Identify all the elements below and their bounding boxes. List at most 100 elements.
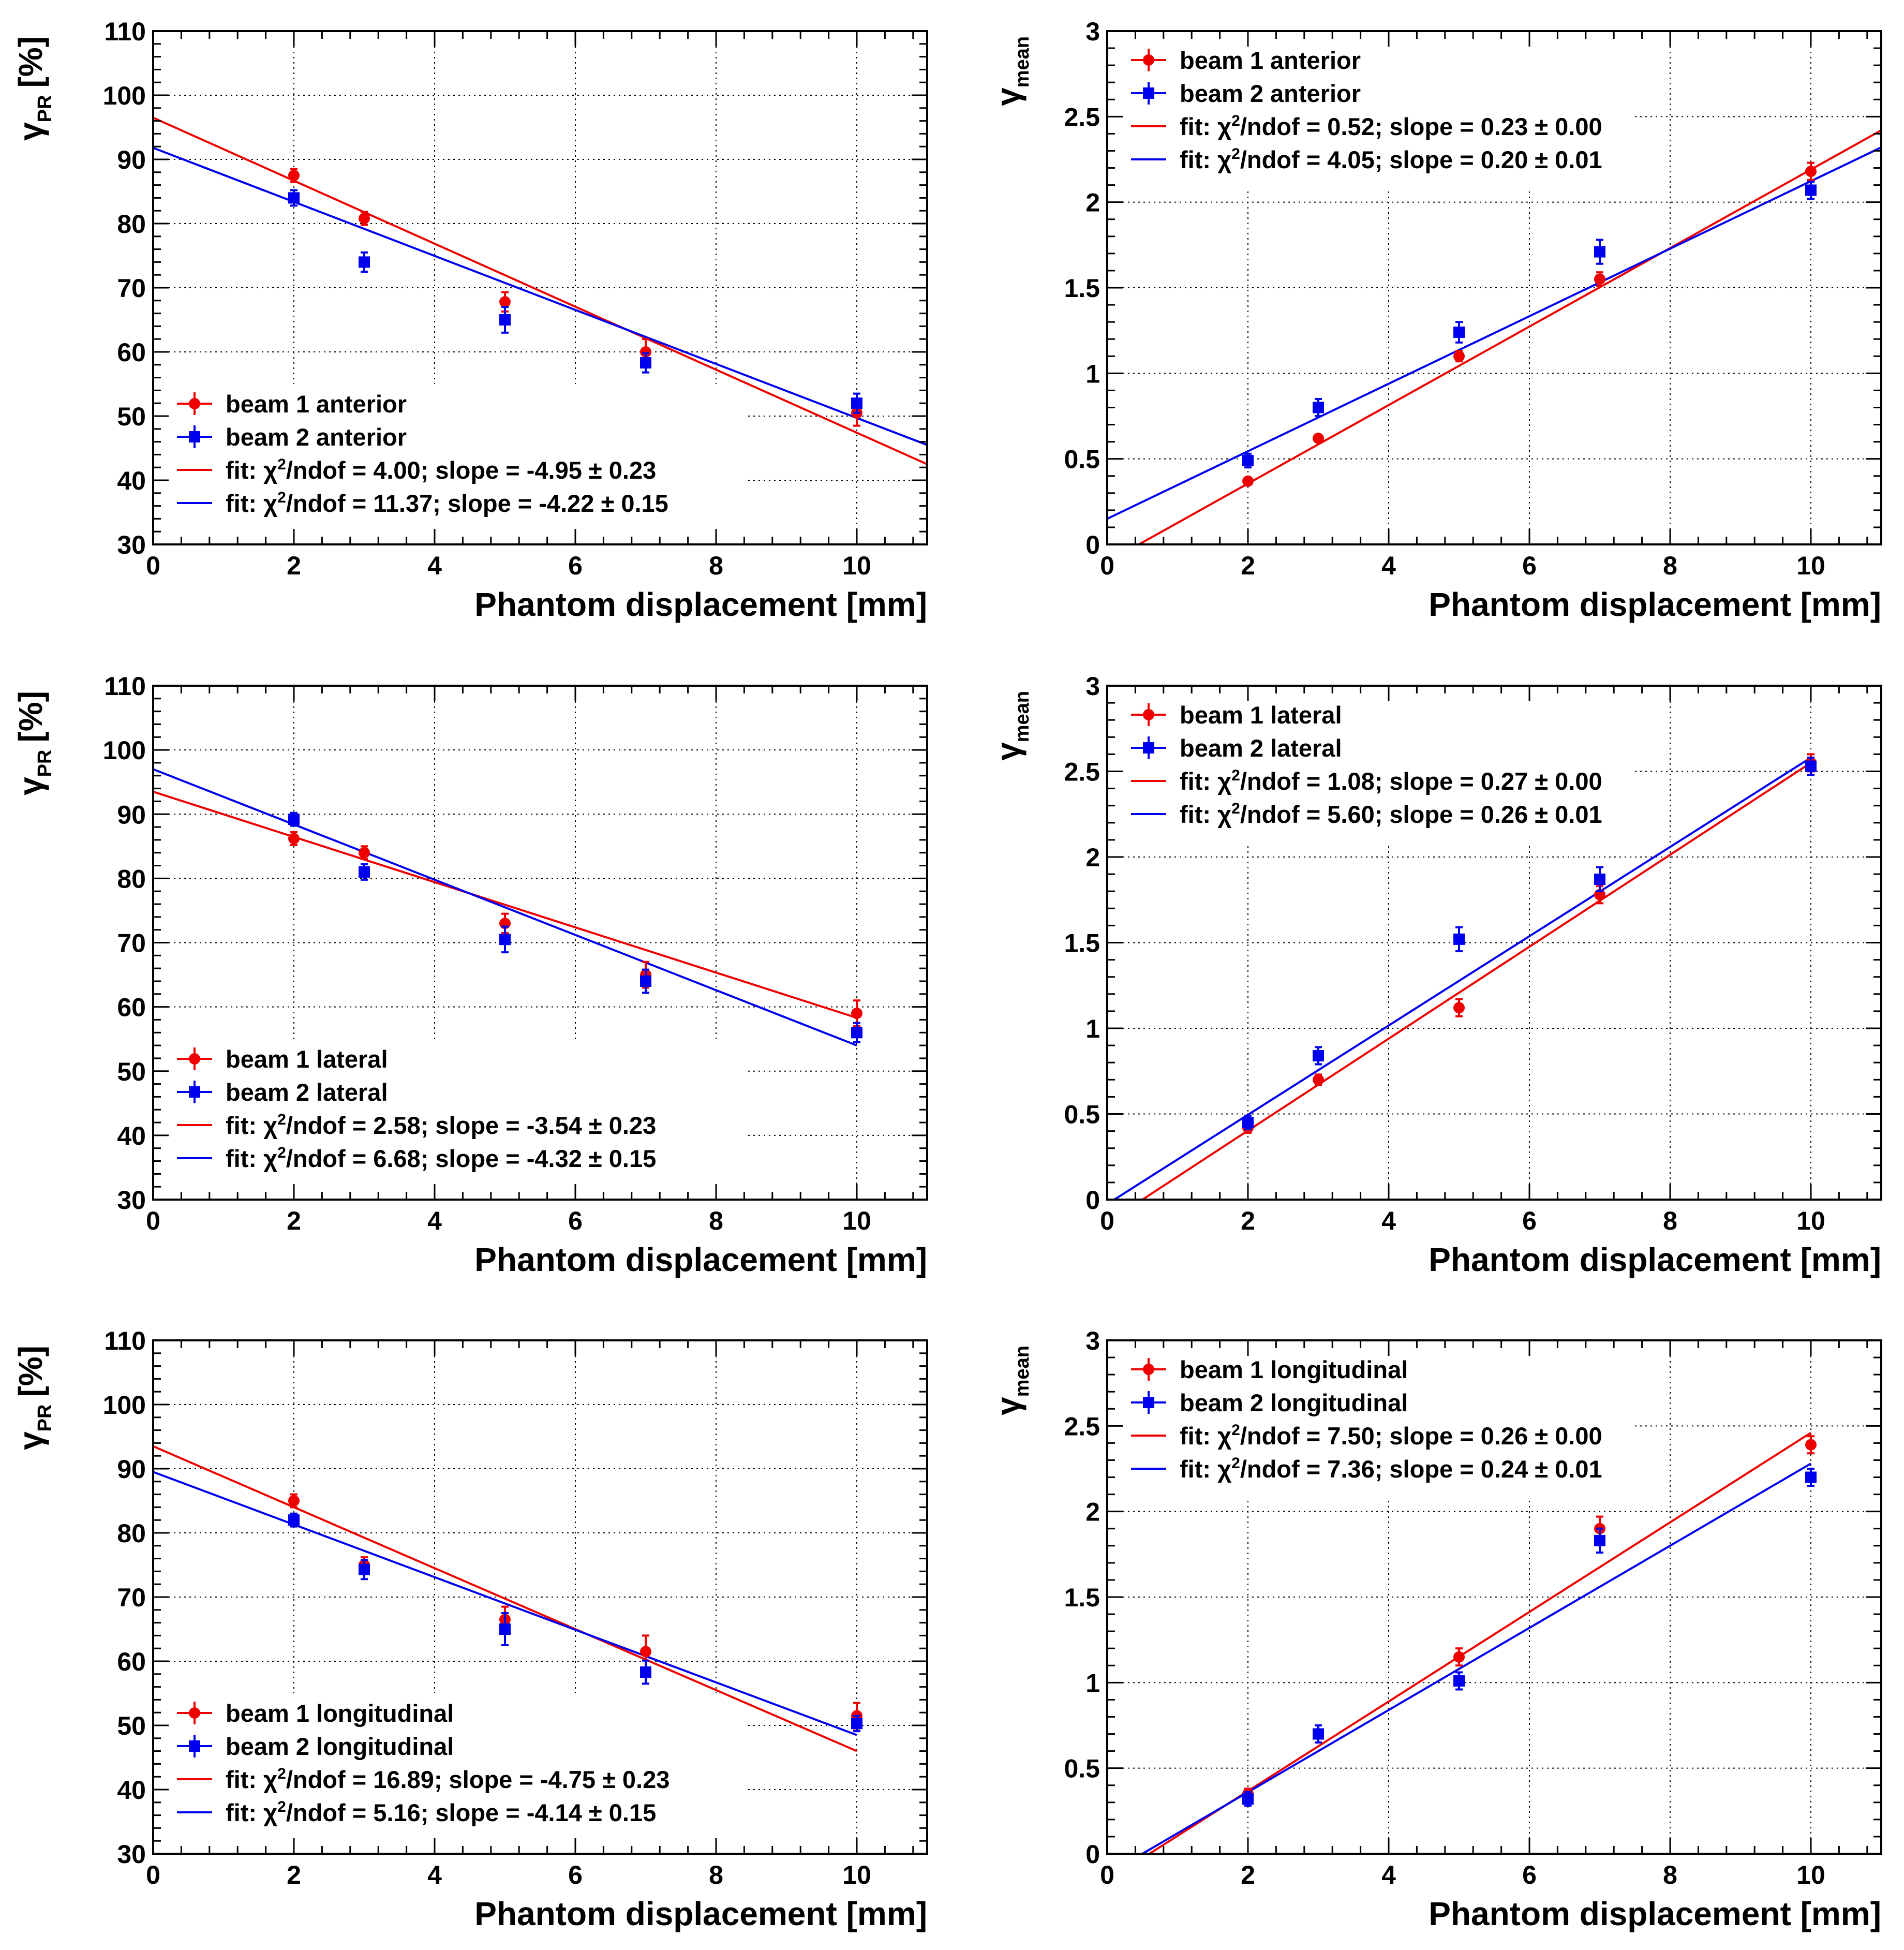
legend-label: beam 1 longitudinal <box>1180 1356 1408 1383</box>
marker-circle <box>1313 432 1324 444</box>
marker-square <box>288 814 300 825</box>
data-point <box>1805 1435 1817 1455</box>
y-ticks <box>153 1339 927 1855</box>
y-title-unit: [%] <box>12 1346 49 1397</box>
marker-square <box>1242 454 1254 466</box>
x-tick-label: 8 <box>1663 551 1677 580</box>
fit-label-prefix: fit: χ <box>1180 1422 1231 1450</box>
y-tick-label: 0 <box>1085 1186 1100 1215</box>
data-point <box>1594 271 1605 287</box>
fit-label-suffix: /ndof = 11.37; slope = -4.22 ± 0.15 <box>286 490 668 517</box>
y-tick-label: 80 <box>117 864 146 893</box>
y-tick-label: 60 <box>117 1647 146 1676</box>
legend-fit-label: fit: χ2/ndof = 4.05; slope = 0.20 ± 0.01 <box>1180 145 1602 173</box>
data-point <box>288 1512 300 1528</box>
fit-label-prefix: fit: χ <box>226 1145 277 1172</box>
legend-fit-label: fit: χ2/ndof = 5.16; slope = -4.14 ± 0.1… <box>226 1798 656 1826</box>
y-title-symbol: γ <box>989 1397 1027 1415</box>
legend-fit-label: fit: χ2/ndof = 5.60; slope = 0.26 ± 0.01 <box>1180 800 1602 828</box>
x-axis-title: Phantom displacement [mm] <box>1429 1241 1881 1278</box>
series-beam2 <box>288 1512 862 1733</box>
y-tick-label: 80 <box>117 210 146 239</box>
y-tick-label: 110 <box>104 1326 146 1355</box>
marker-circle <box>1805 166 1817 178</box>
x-axis-title: Phantom displacement [mm] <box>474 1241 927 1278</box>
x-tick-label: 2 <box>1241 1206 1255 1235</box>
x-tick-label: 10 <box>842 1860 871 1889</box>
marker-square <box>640 975 651 987</box>
panel-gpr-longitudinal: 0 2 4 6 8 10 30 40 50 60 70 80 90 100 110 Phantom displ… <box>12 1326 928 1932</box>
legend-box <box>163 1039 748 1189</box>
marker-circle <box>1453 1651 1465 1663</box>
marker-square <box>359 1563 370 1575</box>
y-tick-label: 60 <box>117 338 146 367</box>
y-title-symbol: γ <box>989 742 1027 761</box>
legend-box <box>1118 695 1635 845</box>
x-tick-label: 4 <box>1381 1860 1396 1889</box>
marker-circle <box>851 1008 862 1020</box>
marker-square <box>851 397 862 409</box>
fit-label-sup: 2 <box>1231 112 1240 129</box>
legend-entry-beam1: beam 1 anterior <box>177 390 407 418</box>
y-tick-label: 70 <box>117 1583 146 1612</box>
x-tick-label: 0 <box>1100 1860 1114 1889</box>
fit-label-sup: 2 <box>1231 1422 1240 1439</box>
y-ticks <box>1107 30 1881 545</box>
x-tick-label: 6 <box>1522 551 1537 580</box>
y-tick-label: 110 <box>104 672 146 701</box>
fit-label-sup: 2 <box>277 456 286 473</box>
x-ticks <box>152 31 914 544</box>
y-tick-label: 1 <box>1085 1014 1100 1043</box>
legend-entry-beam1: beam 1 longitudinal <box>1131 1356 1408 1383</box>
y-tick-label: 0 <box>1085 530 1100 559</box>
y-tick-label: 90 <box>117 145 146 174</box>
y-tick-label: 3 <box>1085 1326 1100 1355</box>
y-axis-title: γPR [%] <box>12 36 56 141</box>
data-point <box>1594 239 1605 265</box>
legend-entry-beam1: beam 1 longitudinal <box>177 1700 454 1727</box>
x-tick-label: 2 <box>287 1860 301 1889</box>
x-tick-label: 8 <box>1663 1860 1677 1889</box>
y-tick-label: 1.5 <box>1064 929 1100 958</box>
fit-label-prefix: fit: χ <box>226 1112 277 1139</box>
panel-gmean-longitudinal: 0 2 4 6 8 10 0 0.5 1 1.5 2 2.5 3 Phantom displacement… <box>989 1326 1882 1932</box>
y-tick-label: 0.5 <box>1064 1100 1100 1129</box>
data-point <box>1313 432 1324 444</box>
marker-circle <box>1242 475 1254 487</box>
legend-label: beam 1 anterior <box>226 390 407 418</box>
data-point <box>1242 452 1254 469</box>
y-axis-title: γPR [%] <box>12 691 56 795</box>
marker-square <box>1594 246 1605 258</box>
marker-square <box>851 1027 862 1039</box>
data-point <box>359 863 370 881</box>
y-tick-label: 2 <box>1085 188 1100 217</box>
marker-square <box>288 192 300 204</box>
data-point <box>1453 321 1465 344</box>
data-point <box>640 968 651 994</box>
y-tick-label: 3 <box>1085 672 1100 701</box>
data-point <box>288 168 300 183</box>
legend-label: beam 1 anterior <box>1180 47 1361 74</box>
fit-label-prefix: fit: χ <box>226 1799 277 1826</box>
y-tick-label: 90 <box>117 1455 146 1484</box>
data-point <box>288 831 300 846</box>
legend-entry-beam1: beam 1 anterior <box>1131 47 1361 74</box>
marker-square <box>1805 760 1817 772</box>
y-tick-label: 80 <box>117 1519 146 1548</box>
y-title-symbol: γ <box>12 1431 49 1450</box>
y-tick-label: 100 <box>103 81 146 110</box>
legend-entry-beam1: beam 1 lateral <box>177 1045 388 1073</box>
marker-square <box>640 357 651 369</box>
legend-marker-circle <box>1143 54 1154 66</box>
series-beam1 <box>288 831 862 1027</box>
marker-square <box>1594 1534 1605 1546</box>
data-point <box>499 925 511 954</box>
fit-label-sup: 2 <box>277 1111 286 1128</box>
marker-circle <box>1594 273 1605 285</box>
y-title-subscript: mean <box>1012 1346 1033 1397</box>
fit-label-suffix: /ndof = 4.00; slope = -4.95 ± 0.23 <box>286 456 656 484</box>
x-tick-label: 6 <box>1522 1860 1537 1889</box>
x-tick-label: 0 <box>1100 551 1114 580</box>
fit-label-sup: 2 <box>277 1798 286 1815</box>
legend-marker-square <box>189 1740 200 1752</box>
